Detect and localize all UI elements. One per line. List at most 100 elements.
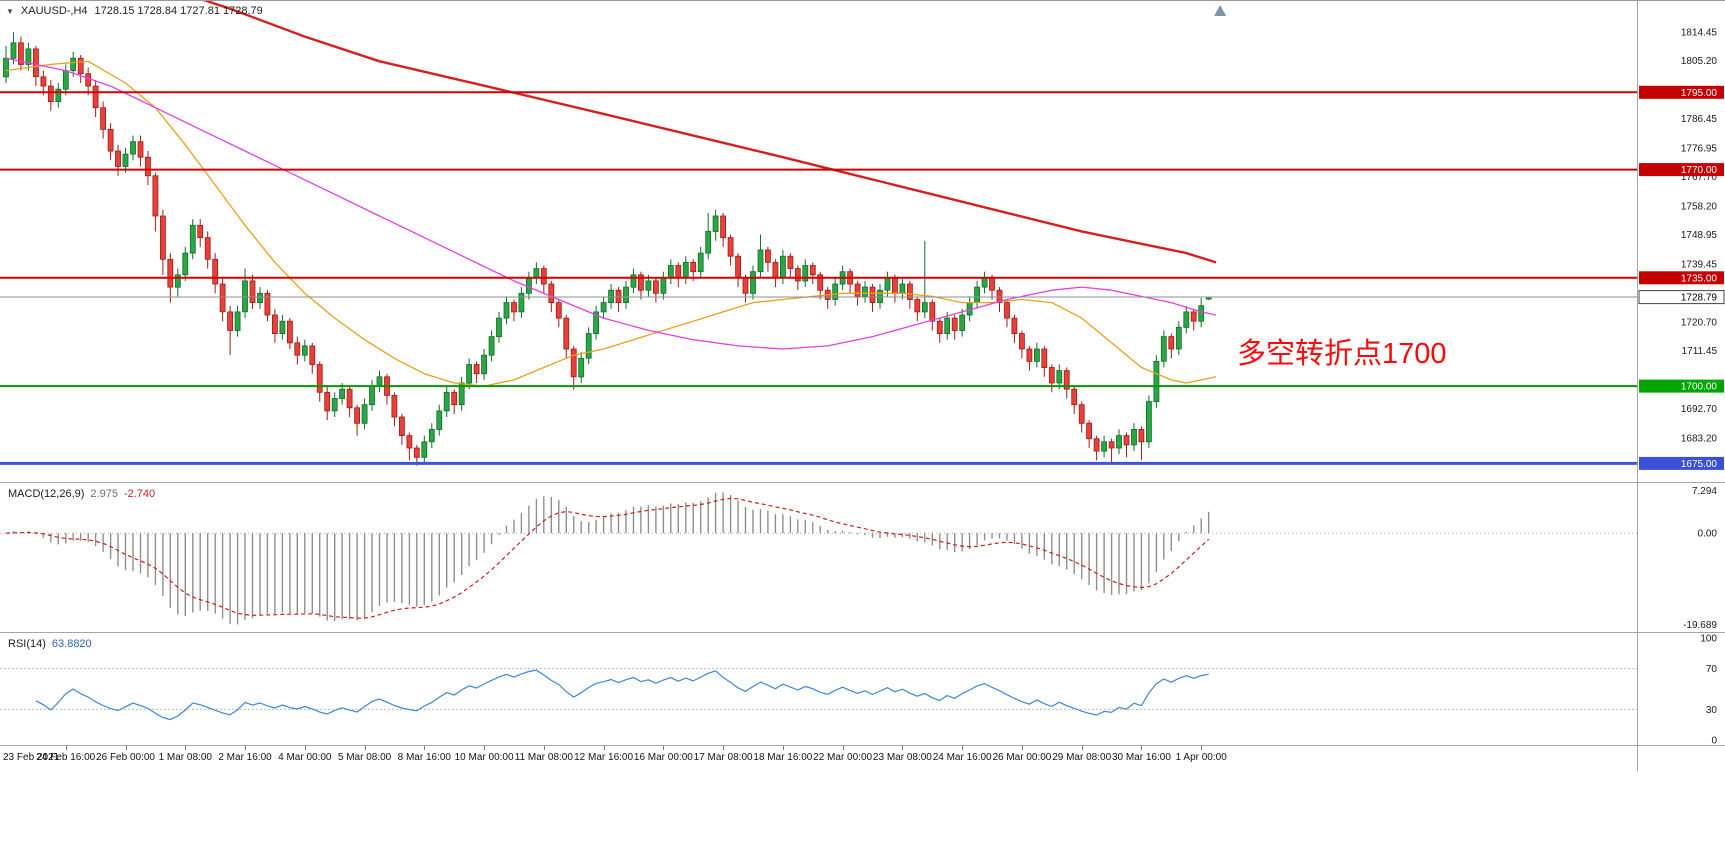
candle-body bbox=[264, 292, 271, 316]
macd-scale-label: -19.689 bbox=[1683, 620, 1717, 631]
candle-body bbox=[376, 376, 383, 387]
candle-body bbox=[309, 345, 316, 365]
candle-body bbox=[780, 255, 786, 279]
candle-body bbox=[346, 388, 353, 409]
price-tick-label: 1739.45 bbox=[1681, 260, 1718, 271]
candle-body bbox=[354, 407, 361, 424]
candle-body bbox=[742, 277, 749, 294]
rsi-panel[interactable]: 100 70 30 0 bbox=[0, 632, 1725, 745]
candle-body bbox=[1198, 305, 1205, 322]
candle-body bbox=[854, 283, 861, 297]
rsi-canvas[interactable]: 100 70 30 0 bbox=[0, 633, 1725, 745]
candle-body bbox=[413, 447, 420, 458]
candle-body bbox=[1146, 401, 1152, 443]
candle-body bbox=[600, 302, 607, 313]
candle-body bbox=[1175, 326, 1182, 350]
candle-body bbox=[473, 364, 480, 375]
candle-body bbox=[555, 302, 562, 319]
time-axis-label: 26 Feb 00:00 bbox=[96, 752, 155, 763]
time-tick bbox=[1081, 746, 1083, 750]
candle-body bbox=[100, 107, 106, 130]
price-tick-label: 1692.70 bbox=[1681, 404, 1718, 415]
candle-body bbox=[466, 364, 473, 384]
candle-body bbox=[690, 261, 697, 273]
collapse-icon[interactable]: ▼ bbox=[6, 6, 14, 16]
macd-canvas[interactable]: 7.294 0.00 -19.689 bbox=[0, 483, 1725, 632]
candle-body bbox=[122, 153, 129, 167]
time-tick bbox=[902, 746, 904, 750]
time-tick bbox=[424, 746, 426, 750]
price-tag-text: 1735.00 bbox=[1681, 273, 1718, 284]
main-chart-panel[interactable]: 1814.45 1805.20 1786.45 1776.95 1767.70 1758.… bbox=[0, 1, 1725, 482]
candle-body bbox=[257, 292, 263, 303]
candle-body bbox=[884, 277, 891, 291]
candle-body bbox=[451, 391, 458, 406]
candle-body bbox=[3, 57, 9, 78]
candle-body bbox=[630, 274, 637, 288]
candle-body bbox=[1131, 428, 1137, 446]
candle-body bbox=[242, 280, 248, 313]
candle-body bbox=[1011, 317, 1018, 335]
macd-main-value: 2.975 bbox=[90, 488, 118, 500]
candle-body bbox=[757, 249, 764, 273]
price-tick-label: 1786.45 bbox=[1681, 114, 1718, 125]
time-axis-label: 22 Mar 00:00 bbox=[813, 752, 873, 763]
rsi-scale-label: 100 bbox=[1700, 634, 1717, 645]
candle-body bbox=[25, 48, 32, 65]
candle-body bbox=[1101, 441, 1107, 452]
candle-body bbox=[959, 314, 966, 331]
candle-body bbox=[638, 274, 644, 291]
candle-body bbox=[1093, 438, 1100, 452]
candle-body bbox=[675, 265, 682, 279]
time-axis-label: 5 Mar 08:00 bbox=[337, 752, 392, 763]
long-ma-line bbox=[202, 1, 1217, 264]
candle-body bbox=[899, 283, 906, 294]
candle-body bbox=[765, 249, 771, 263]
time-axis[interactable]: 23 Feb 2021 24 Feb 16:00 26 Feb 00:00 1 Mar… bbox=[0, 745, 1725, 771]
candle-body bbox=[720, 215, 726, 239]
time-axis-label: 24 Mar 16:00 bbox=[932, 752, 992, 763]
time-tick bbox=[185, 746, 187, 750]
price-chart-canvas[interactable]: 1814.45 1805.20 1786.45 1776.95 1767.70 1758.… bbox=[0, 1, 1725, 482]
candle-body bbox=[682, 261, 689, 279]
candle-body bbox=[189, 224, 196, 254]
candle-body bbox=[331, 398, 338, 412]
candle-body bbox=[1034, 348, 1040, 362]
candle-body bbox=[615, 289, 622, 304]
candle-body bbox=[1183, 311, 1190, 328]
current-price-tag-text: 1728.79 bbox=[1681, 293, 1718, 304]
candle-body bbox=[443, 391, 450, 412]
time-tick bbox=[1141, 746, 1143, 750]
candle-body bbox=[249, 280, 256, 303]
candle-body bbox=[271, 314, 278, 335]
candle-body bbox=[989, 277, 995, 291]
candle-body bbox=[339, 388, 346, 399]
candle-body bbox=[115, 150, 121, 167]
candle-body bbox=[869, 286, 876, 304]
macd-header: MACD(12,26,9) 2.975 -2.740 bbox=[8, 488, 155, 500]
time-tick bbox=[663, 746, 665, 750]
candle-body bbox=[944, 317, 951, 335]
time-tick bbox=[245, 746, 247, 750]
candle-body bbox=[921, 302, 928, 313]
macd-panel[interactable]: 7.294 0.00 -19.689 bbox=[0, 482, 1725, 632]
candle-body bbox=[974, 286, 980, 304]
candle-body bbox=[361, 404, 368, 424]
time-tick bbox=[723, 746, 725, 750]
candle-body bbox=[817, 274, 824, 291]
rsi-name: RSI(14) bbox=[8, 638, 46, 650]
candle-body bbox=[503, 302, 510, 319]
price-tag-1770.00 bbox=[1639, 163, 1724, 177]
candle-body bbox=[197, 224, 204, 239]
macd-signal-value: -2.740 bbox=[123, 488, 156, 500]
time-tick bbox=[304, 746, 306, 750]
price-tag-1795.00 bbox=[1639, 85, 1724, 99]
candle-body bbox=[802, 265, 809, 282]
chart-shift-marker[interactable] bbox=[1214, 5, 1227, 16]
candle-body bbox=[877, 289, 883, 304]
time-axis-label: 24 Feb 16:00 bbox=[36, 752, 96, 763]
candle-body bbox=[436, 410, 443, 430]
macd-scale-label: 0.00 bbox=[1698, 529, 1718, 540]
candle-body bbox=[660, 277, 667, 294]
price-axis[interactable]: 1814.45 1805.20 1786.45 1776.95 1767.70 1758.… bbox=[1638, 28, 1725, 470]
